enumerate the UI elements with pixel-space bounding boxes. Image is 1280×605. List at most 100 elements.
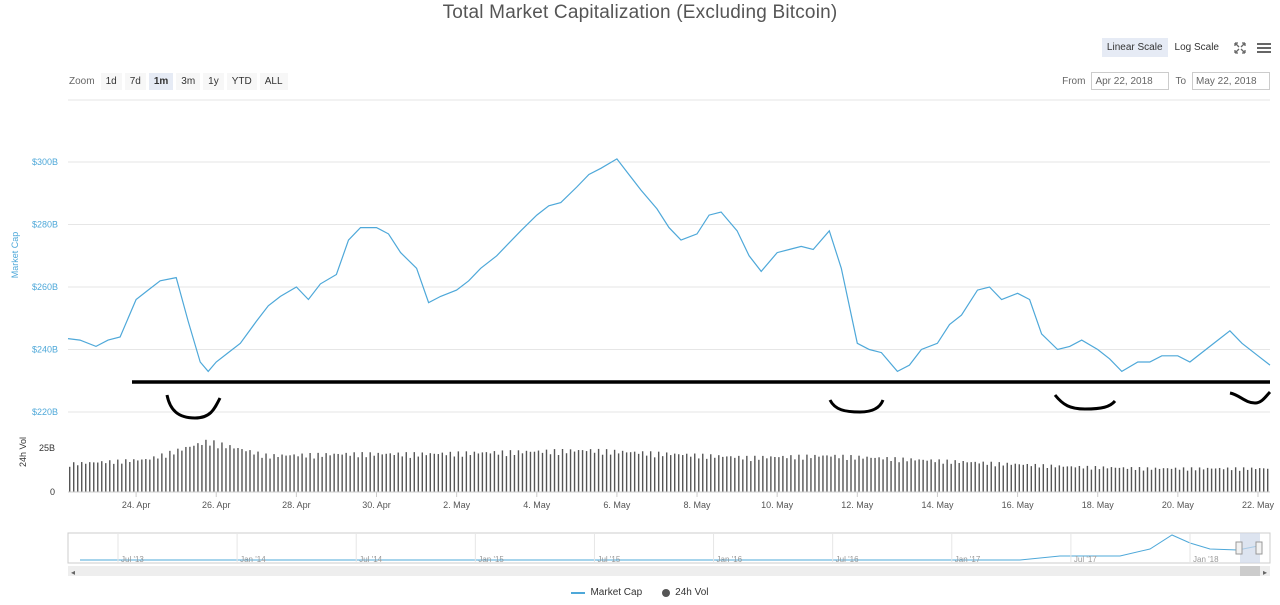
volume-bar	[1050, 464, 1053, 492]
volume-bar	[690, 456, 692, 492]
fullscreen-icon[interactable]	[1232, 40, 1248, 56]
volume-bar	[766, 458, 768, 492]
volume-bar	[617, 453, 620, 492]
zoom-1y-button[interactable]: 1y	[203, 73, 224, 90]
volume-bar	[573, 451, 576, 492]
x-tick-label: 10. May	[761, 500, 794, 510]
volume-bar	[501, 450, 504, 492]
volume-bar	[81, 462, 83, 492]
volume-bar	[509, 450, 512, 492]
volume-bar	[1250, 467, 1253, 492]
scrollbar-thumb[interactable]	[1240, 566, 1260, 576]
volume-bar	[433, 453, 436, 492]
volume-bar	[577, 450, 580, 492]
navigator[interactable]: Jul '13 Jan '14 Jul '14 Jan '15 Jul '15 Jan '…	[67, 532, 1271, 577]
x-tick-label: 16. May	[1002, 500, 1035, 510]
scale-toggle: Linear Scale Log Scale	[1101, 38, 1272, 57]
legend-market-cap[interactable]: Market Cap	[571, 587, 642, 598]
volume-bar	[349, 455, 351, 492]
volume-bar	[541, 452, 544, 492]
volume-bar	[1110, 467, 1113, 492]
volume-bar	[1034, 463, 1037, 492]
chart-grid	[68, 99, 1270, 413]
x-tick-label: 20. May	[1162, 500, 1195, 510]
volume-bar	[846, 459, 848, 492]
x-tick-label: 2. May	[443, 500, 471, 510]
volume-bar	[1182, 467, 1185, 492]
volume-bar	[413, 452, 415, 492]
volume-bar	[1086, 465, 1089, 492]
volume-bar	[938, 459, 940, 492]
volume-bar	[141, 459, 143, 492]
menu-icon[interactable]	[1256, 40, 1272, 56]
volume-bar	[1038, 467, 1041, 492]
volume-bar	[978, 463, 980, 492]
volume-bar	[1194, 470, 1197, 492]
zoom-ytd-button[interactable]: YTD	[226, 73, 257, 90]
volume-bar	[561, 449, 564, 492]
volume-bar	[1146, 467, 1149, 492]
volume-bar	[217, 448, 219, 492]
volume-bar	[449, 451, 452, 492]
volume-bar	[537, 450, 540, 492]
volume-bar	[225, 448, 227, 492]
volume-bar	[417, 456, 419, 492]
x-axis-ticks: 24. Apr 26. Apr 28. Apr 30. Apr 2. May 4. May…	[68, 491, 1274, 510]
volume-bar	[742, 459, 744, 492]
volume-bar	[285, 455, 287, 492]
to-date-input[interactable]	[1192, 72, 1270, 90]
volume-bar	[1054, 467, 1057, 492]
volume-bar	[958, 463, 960, 492]
volume-bar	[521, 453, 524, 492]
volume-bar	[657, 451, 660, 492]
volume-bar	[1078, 465, 1081, 492]
zoom-1d-button[interactable]: 1d	[100, 73, 122, 90]
volume-bar	[1070, 466, 1073, 492]
volume-bar	[894, 457, 896, 492]
scroll-left-arrow[interactable]: ◂	[71, 568, 75, 577]
navigator-handle-left[interactable]	[1235, 541, 1243, 555]
volume-bar	[609, 454, 612, 492]
x-tick-label: 24. Apr	[122, 500, 151, 510]
scrollbar-track[interactable]	[68, 566, 1270, 576]
zoom-all-button[interactable]: ALL	[259, 73, 288, 90]
zoom-1m-button[interactable]: 1m	[148, 73, 174, 90]
navigator-ticks: Jul '13 Jan '14 Jul '14 Jan '15 Jul '15 Jan '…	[117, 533, 1219, 564]
navigator-handle-right[interactable]	[1255, 541, 1263, 555]
volume-bar	[89, 462, 91, 492]
volume-bar	[802, 459, 804, 492]
scroll-right-arrow[interactable]: ▸	[1263, 568, 1267, 577]
linear-scale-button[interactable]: Linear Scale	[1101, 38, 1168, 57]
volume-bar	[297, 456, 299, 492]
volume-bar	[1230, 470, 1233, 492]
navigator-series	[80, 534, 1259, 561]
zoom-3m-button[interactable]: 3m	[176, 73, 201, 90]
log-scale-button[interactable]: Log Scale	[1170, 38, 1224, 57]
x-tick-label: 6. May	[603, 500, 631, 510]
volume-bar	[930, 459, 932, 492]
zoom-7d-button[interactable]: 7d	[124, 73, 146, 90]
volume-bar	[197, 443, 199, 492]
volume-bar	[1138, 467, 1141, 492]
volume-bar	[309, 453, 311, 492]
volume-bar	[678, 454, 680, 492]
volume-bar	[750, 461, 752, 492]
y-axis-ticks: $300B $280B $260B $240B $220B	[32, 157, 58, 417]
volume-bar	[758, 459, 760, 492]
volume-bar	[698, 458, 700, 492]
volume-bar	[649, 451, 652, 492]
volume-bar	[1222, 469, 1225, 492]
legend-vol[interactable]: 24h Vol	[662, 587, 709, 598]
volume-bar	[321, 456, 323, 492]
volume-bar	[814, 454, 816, 492]
chart-legend: Market Cap 24h Vol	[0, 587, 1280, 598]
volume-bar	[730, 456, 732, 492]
from-date-input[interactable]	[1091, 72, 1170, 90]
volume-bar	[714, 457, 716, 492]
volume-bar	[842, 454, 844, 492]
volume-bar	[886, 457, 888, 492]
to-label: To	[1175, 75, 1186, 87]
volume-bar	[1246, 469, 1249, 492]
volume-bar	[641, 451, 644, 492]
volume-bar	[73, 462, 75, 492]
